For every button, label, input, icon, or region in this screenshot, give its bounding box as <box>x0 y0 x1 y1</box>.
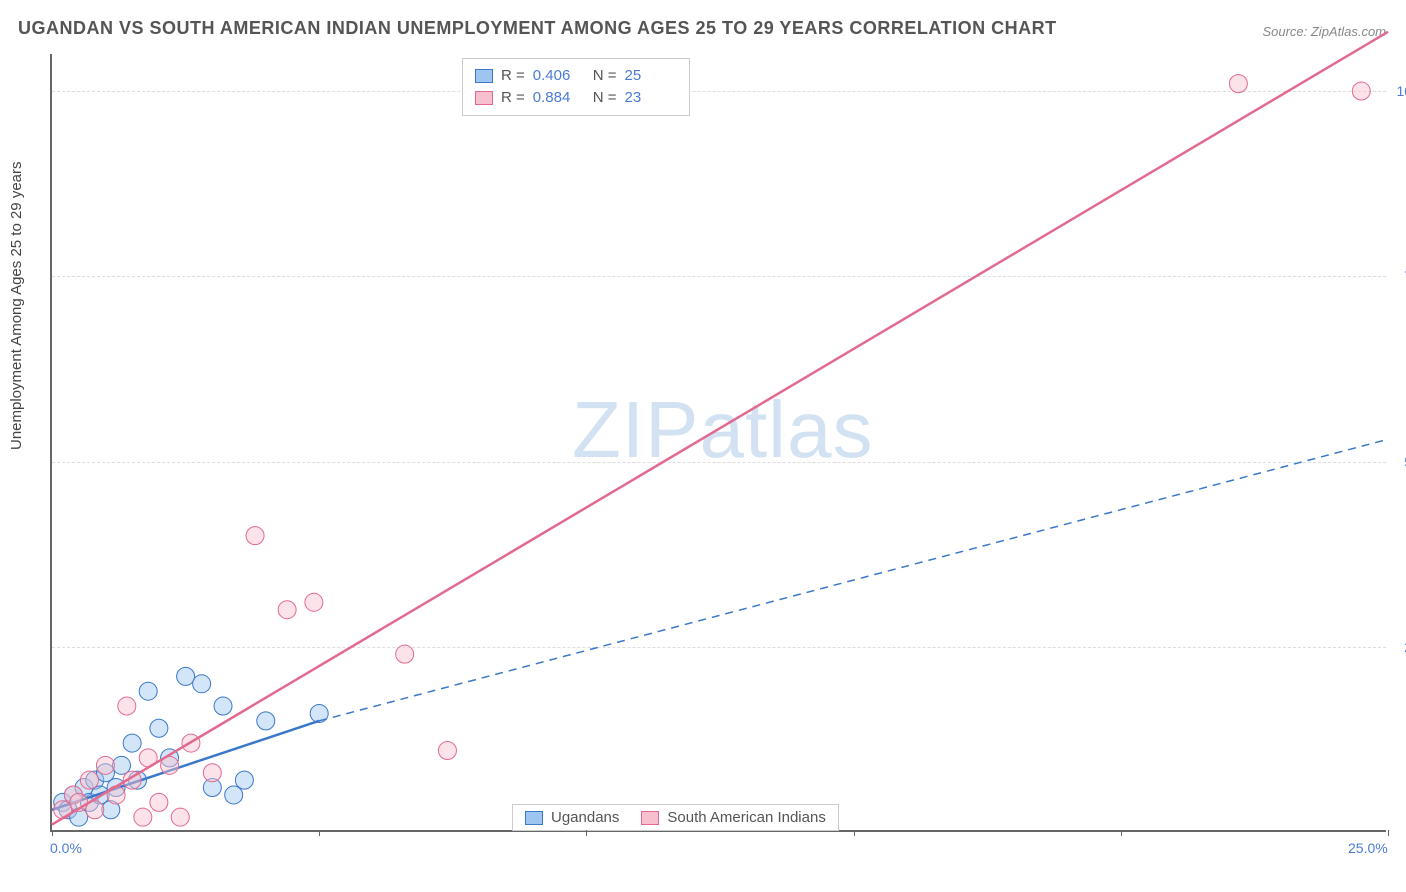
x-tick <box>1388 830 1389 836</box>
legend: Ugandans South American Indians <box>512 804 839 831</box>
data-point <box>438 741 456 759</box>
data-point <box>150 719 168 737</box>
r-value-1: 0.884 <box>533 87 585 109</box>
legend-label-0: Ugandans <box>551 809 619 826</box>
plot-area: ZIPatlas R = 0.406 N = 25 R = 0.884 N = … <box>50 54 1386 832</box>
data-point <box>203 764 221 782</box>
legend-item-0: Ugandans <box>525 809 619 826</box>
y-tick-label: 100.0% <box>1397 83 1406 99</box>
r-label: R = <box>501 87 525 109</box>
x-tick <box>319 830 320 836</box>
data-point <box>1352 82 1370 100</box>
data-point <box>278 601 296 619</box>
x-tick-label: 0.0% <box>50 840 82 856</box>
data-point <box>150 793 168 811</box>
regression-line <box>52 721 319 810</box>
x-tick-label: 25.0% <box>1348 840 1388 856</box>
corr-row-1: R = 0.884 N = 23 <box>475 87 677 109</box>
n-value-1: 23 <box>625 87 677 109</box>
data-point <box>118 697 136 715</box>
legend-swatch-1 <box>641 811 659 825</box>
swatch-sai <box>475 91 493 105</box>
chart-title: UGANDAN VS SOUTH AMERICAN INDIAN UNEMPLO… <box>18 18 1057 39</box>
chart-svg <box>52 54 1386 830</box>
n-label: N = <box>593 87 617 109</box>
data-point <box>1229 75 1247 93</box>
legend-label-1: South American Indians <box>667 809 825 826</box>
data-point <box>246 527 264 545</box>
data-point <box>214 697 232 715</box>
regression-extrapolation <box>319 439 1388 721</box>
data-point <box>193 675 211 693</box>
n-value-0: 25 <box>625 65 677 87</box>
data-point <box>80 771 98 789</box>
source-attribution: Source: ZipAtlas.com <box>1262 24 1386 39</box>
x-tick <box>52 830 53 836</box>
data-point <box>171 808 189 826</box>
x-tick <box>854 830 855 836</box>
data-point <box>134 808 152 826</box>
regression-line <box>52 32 1388 825</box>
corr-row-0: R = 0.406 N = 25 <box>475 65 677 87</box>
data-point <box>123 734 141 752</box>
correlation-box: R = 0.406 N = 25 R = 0.884 N = 23 <box>462 58 690 116</box>
x-tick <box>586 830 587 836</box>
data-point <box>54 801 72 819</box>
x-tick <box>1121 830 1122 836</box>
y-axis-label: Unemployment Among Ages 25 to 29 years <box>8 161 25 450</box>
r-label: R = <box>501 65 525 87</box>
data-point <box>112 756 130 774</box>
data-point <box>225 786 243 804</box>
legend-item-1: South American Indians <box>641 809 825 826</box>
n-label: N = <box>593 65 617 87</box>
data-point <box>177 667 195 685</box>
data-point <box>305 593 323 611</box>
data-point <box>396 645 414 663</box>
r-value-0: 0.406 <box>533 65 585 87</box>
data-point <box>235 771 253 789</box>
data-point <box>257 712 275 730</box>
data-point <box>107 786 125 804</box>
swatch-ugandans <box>475 69 493 83</box>
data-point <box>96 756 114 774</box>
legend-swatch-0 <box>525 811 543 825</box>
data-point <box>139 682 157 700</box>
